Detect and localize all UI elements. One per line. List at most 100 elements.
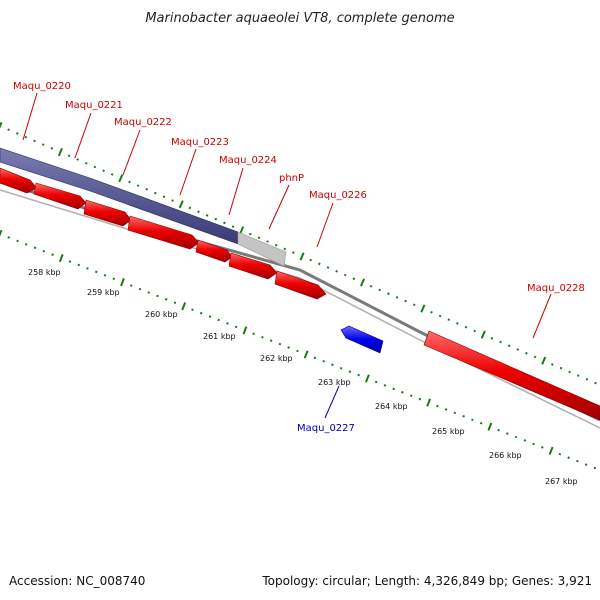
minor-tick (514, 435, 518, 439)
operon-band (0, 147, 287, 267)
major-tick (359, 278, 366, 287)
minor-tick (33, 246, 37, 250)
minor-tick (86, 267, 89, 270)
major-tick (0, 121, 3, 129)
minor-tick (568, 370, 571, 374)
major-tick (178, 200, 184, 209)
gene-leader-line-maqu-0227 (324, 385, 340, 419)
minor-tick (156, 294, 159, 298)
kbp-label: 259 kbp (87, 288, 120, 297)
major-tick (426, 398, 432, 407)
gene-arrow-maqu-0223[interactable] (127, 215, 200, 250)
minor-tick (162, 195, 166, 199)
minor-tick (576, 459, 579, 463)
minor-tick (199, 311, 203, 315)
minor-tick (558, 452, 562, 456)
major-tick (548, 446, 554, 455)
genome-summary-text: Topology: circular; Length: 4,326,849 bp… (261, 574, 592, 588)
minor-tick (339, 366, 343, 370)
major-tick (242, 326, 248, 335)
major-tick (299, 252, 305, 261)
gene-arrow-phnp[interactable] (228, 252, 278, 280)
minor-tick (16, 239, 19, 243)
minor-tick (438, 314, 442, 318)
kbp-label: 258 kbp (28, 268, 61, 277)
gene-label-maqu-0223[interactable]: Maqu_0223 (171, 137, 229, 148)
major-tick (364, 374, 370, 383)
minor-tick (348, 370, 352, 373)
minor-tick (153, 191, 157, 195)
gene-label-maqu-0221[interactable]: Maqu_0221 (65, 100, 123, 111)
major-tick (487, 422, 493, 431)
minor-tick (387, 292, 390, 295)
minor-tick (188, 206, 192, 210)
gene-arrow-maqu-0222[interactable] (83, 199, 132, 227)
gene-arrow-maqu-0224[interactable] (195, 239, 233, 263)
minor-tick (309, 258, 313, 262)
gene-label-maqu-0224[interactable]: Maqu_0224 (219, 155, 277, 166)
minor-tick (7, 236, 11, 239)
gene-label-maqu-0226[interactable]: Maqu_0226 (309, 190, 367, 201)
minor-tick (404, 299, 407, 303)
minor-tick (352, 277, 356, 281)
gene-label-maqu-0228[interactable]: Maqu_0228 (527, 283, 585, 294)
minor-tick (550, 363, 554, 366)
minor-tick (147, 291, 151, 294)
upper-tick-row (0, 121, 597, 385)
minor-tick (84, 161, 88, 165)
gene-arrow-maqu-0226[interactable] (274, 270, 327, 300)
minor-tick (523, 439, 527, 442)
minor-tick (584, 463, 588, 466)
minor-tick (24, 135, 28, 139)
major-tick (58, 254, 64, 263)
minor-tick (412, 303, 416, 307)
minor-tick (464, 325, 468, 329)
minor-tick (326, 266, 330, 269)
gene-label-phnp[interactable]: phnP (279, 173, 304, 184)
minor-tick (418, 397, 422, 401)
minor-tick (453, 411, 457, 415)
minor-tick (296, 349, 299, 353)
minor-tick (208, 315, 212, 318)
major-tick (420, 304, 426, 313)
minor-tick (430, 310, 433, 314)
minor-tick (136, 184, 140, 187)
minor-tick (499, 340, 502, 344)
minor-tick (516, 348, 520, 351)
minor-tick (471, 418, 474, 422)
minor-tick (76, 158, 80, 161)
kbp-labels: 258 kbp 259 kbp 260 kbp 261 kbp 262 kbp … (28, 268, 578, 486)
gene-arrow-maqu-0228[interactable] (423, 330, 600, 421)
gene-label-maqu-0227[interactable]: Maqu_0227 (297, 423, 355, 434)
minor-tick (490, 337, 494, 340)
minor-tick (594, 381, 597, 385)
minor-tick (313, 356, 317, 360)
major-tick (541, 356, 547, 365)
minor-tick (42, 249, 46, 253)
minor-tick (33, 139, 36, 143)
genome-backbone (0, 180, 600, 429)
gene-arrow-maqu-0227[interactable] (340, 325, 384, 354)
minor-tick (51, 253, 54, 256)
gene-arrow-maqu-0221[interactable] (33, 182, 87, 210)
minor-tick (369, 284, 373, 288)
minor-tick (261, 335, 264, 339)
minor-tick (585, 377, 589, 381)
gene-label-maqu-0222[interactable]: Maqu_0222 (114, 117, 172, 128)
kbp-label: 263 kbp (318, 378, 351, 387)
minor-tick (533, 355, 537, 359)
minor-tick (343, 273, 347, 277)
major-tick (303, 350, 309, 359)
minor-tick (409, 394, 413, 397)
minor-tick (269, 339, 273, 342)
minor-tick (103, 274, 107, 277)
minor-tick (102, 169, 105, 173)
minor-tick (68, 260, 72, 263)
minor-tick (378, 288, 382, 292)
minor-tick (283, 247, 287, 251)
gene-arrow-maqu-0220[interactable] (0, 167, 38, 194)
minor-tick (257, 236, 261, 240)
minor-tick (93, 165, 97, 169)
gene-label-maqu-0220[interactable]: Maqu_0220 (13, 81, 71, 92)
